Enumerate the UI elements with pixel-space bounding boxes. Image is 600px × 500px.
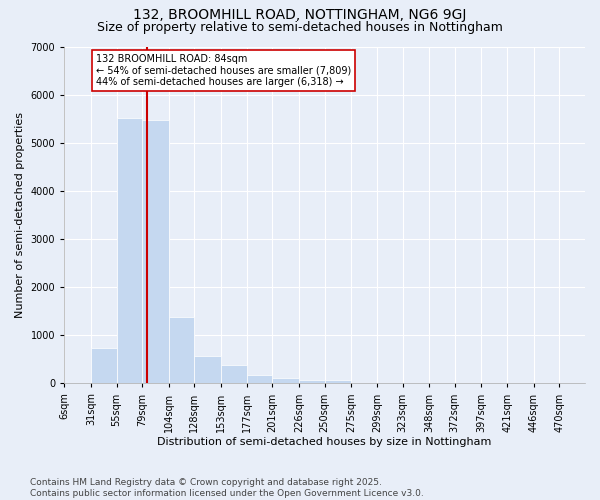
Bar [299,380,325,384]
Bar [91,348,116,384]
Y-axis label: Number of semi-detached properties: Number of semi-detached properties [15,112,25,318]
Text: 132 BROOMHILL ROAD: 84sqm
← 54% of semi-detached houses are smaller (7,809)
44% : 132 BROOMHILL ROAD: 84sqm ← 54% of semi-… [96,54,352,87]
Bar [325,380,351,384]
X-axis label: Distribution of semi-detached houses by size in Nottingham: Distribution of semi-detached houses by … [157,438,492,448]
Text: Size of property relative to semi-detached houses in Nottingham: Size of property relative to semi-detach… [97,21,503,34]
Text: 132, BROOMHILL ROAD, NOTTINGHAM, NG6 9GJ: 132, BROOMHILL ROAD, NOTTINGHAM, NG6 9GJ [133,8,467,22]
Bar [221,364,247,384]
Text: Contains HM Land Registry data © Crown copyright and database right 2025.
Contai: Contains HM Land Registry data © Crown c… [30,478,424,498]
Bar [247,375,272,384]
Bar [142,120,169,384]
Bar [169,317,194,384]
Bar [194,356,221,384]
Bar [272,378,299,384]
Bar [116,118,142,384]
